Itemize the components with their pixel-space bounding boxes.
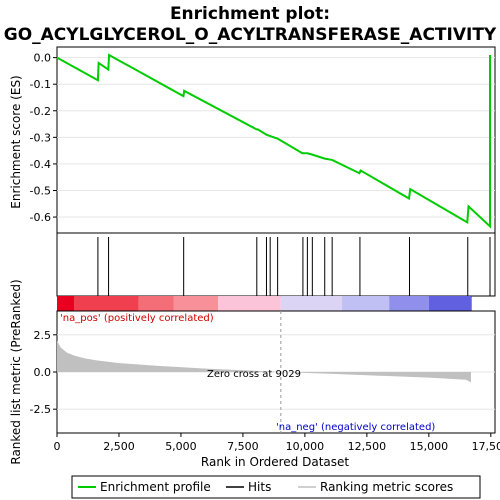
x-axis-label: Rank in Ordered Dataset [201, 455, 349, 469]
legend-enrichment-label: Enrichment profile [100, 480, 211, 494]
rank-y-ticks: 2.5 0.0 -2.5 [30, 329, 57, 416]
heatmap-segment [57, 296, 75, 311]
x-tick-label: 7,500 [227, 440, 259, 453]
es-tick-label: -0.6 [30, 211, 51, 224]
heatmap-segment [428, 296, 471, 311]
x-tick-label: 5,000 [165, 440, 197, 453]
es-panel-frame [56, 46, 496, 234]
es-tick-label: 0.0 [34, 52, 52, 65]
es-y-ticks: 0.0 -0.1 -0.2 -0.3 -0.4 -0.5 -0.6 [30, 52, 57, 224]
es-tick-label: -0.5 [30, 184, 51, 197]
heatmap-segment [471, 296, 472, 311]
legend-ranking-label: Ranking metric scores [320, 480, 453, 494]
chart-title-line2: GO_ACYLGLYCEROL_O_ACYLTRANSFERASE_ACTIVI… [4, 25, 497, 45]
hits-markers [97, 237, 491, 296]
enrichment-profile-line [56, 53, 491, 229]
negative-correlation-label: 'na_neg' (negatively correlated) [276, 422, 435, 433]
heatmap-segment [342, 296, 390, 311]
x-tick-label: 0 [54, 440, 61, 453]
rank-tick-label: 2.5 [34, 329, 52, 342]
x-tick-label: 12,500 [348, 440, 387, 453]
heatmap-segment [280, 296, 343, 311]
x-ticks: 0 2,500 5,000 7,500 10,000 12,500 15,000 17,500 [54, 433, 500, 453]
es-tick-label: -0.2 [30, 105, 51, 118]
heatmap-segment [74, 296, 139, 311]
x-tick-label: 2,500 [103, 440, 135, 453]
rank-tick-label: -2.5 [30, 403, 51, 416]
heatmap-segment [218, 296, 281, 311]
es-tick-label: -0.4 [30, 158, 51, 171]
hits-panel-frame [56, 232, 496, 297]
es-y-axis-label: Enrichment score (ES) [9, 75, 23, 208]
es-grid [57, 57, 495, 218]
x-tick-label: 10,000 [286, 440, 325, 453]
es-tick-label: -0.1 [30, 78, 51, 91]
x-tick-label: 15,000 [410, 440, 449, 453]
heatmap-segment [138, 296, 174, 311]
rank-tick-label: 0.0 [34, 366, 52, 379]
es-tick-label: -0.3 [30, 131, 51, 144]
zero-cross-label: Zero cross at 9029 [207, 369, 301, 380]
x-tick-label: 17,500 [472, 440, 500, 453]
chart-title-line1: Enrichment plot: [170, 4, 330, 24]
legend-hits-label: Hits [248, 480, 271, 494]
heatmap-segment [173, 296, 219, 311]
rank-y-axis-label: Ranked list metric (PreRanked) [9, 279, 23, 464]
rank-heatmap-bar [57, 296, 472, 311]
legend-box [71, 475, 481, 499]
positive-correlation-label: 'na_pos' (positively correlated) [60, 313, 214, 324]
heatmap-segment [389, 296, 429, 311]
